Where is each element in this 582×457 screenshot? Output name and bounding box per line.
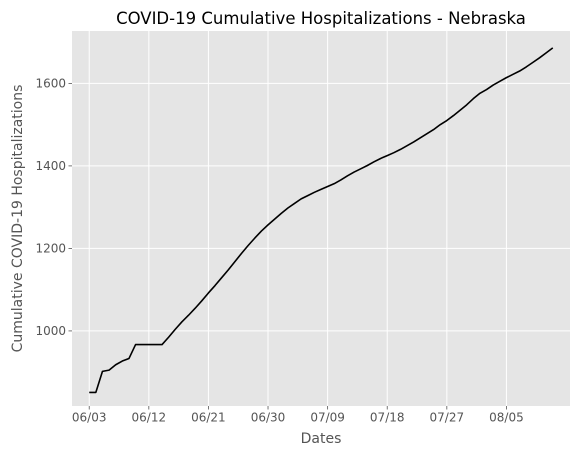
y-tick-label: 1000 [35, 324, 66, 338]
plot-area [72, 31, 570, 406]
series-line [89, 47, 554, 394]
grid-lines [72, 31, 570, 406]
x-axis-label: Dates [301, 431, 342, 447]
x-tick-label: 06/30 [251, 411, 286, 425]
x-tick-label: 08/05 [489, 411, 524, 425]
x-tick-label: 07/09 [310, 411, 345, 425]
y-tick-label: 1200 [35, 241, 66, 255]
y-axis-label: Cumulative COVID-19 Hospitalizations [10, 85, 26, 353]
x-tick-label: 06/03 [72, 411, 107, 425]
x-tick-label: 06/12 [132, 411, 167, 425]
x-tick-label: 07/18 [370, 411, 405, 425]
y-tick-label: 1600 [35, 76, 66, 90]
x-tick-label: 07/27 [430, 411, 465, 425]
series-layer [89, 47, 554, 394]
chart-title: COVID-19 Cumulative Hospitalizations - N… [116, 9, 526, 28]
y-axis-ticks: 1000 1200 1400 1600 [35, 76, 72, 338]
y-tick-label: 1400 [35, 159, 66, 173]
x-tick-label: 06/21 [191, 411, 226, 425]
x-axis-ticks: 06/03 06/12 06/21 06/30 07/09 07/18 07/27 08/05 [72, 406, 524, 425]
